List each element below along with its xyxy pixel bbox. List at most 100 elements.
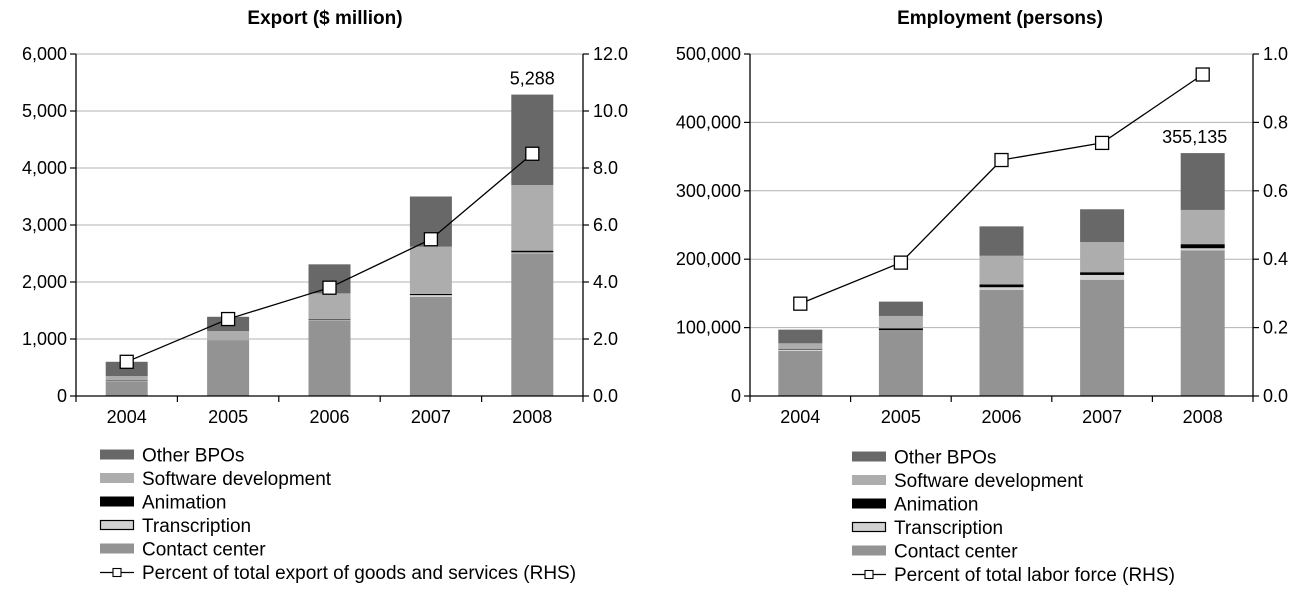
y2-tick-label: 6.0 [593, 215, 618, 235]
legend-swatch-marker [864, 569, 874, 580]
line-marker [1195, 67, 1210, 82]
bar-segment [1080, 209, 1125, 243]
x-tick-label: 2008 [512, 407, 552, 427]
x-tick-label: 2005 [881, 407, 921, 427]
x-tick-label: 2004 [107, 407, 147, 427]
x-tick-label: 2007 [411, 407, 451, 427]
x-tick-label: 2005 [208, 407, 248, 427]
legend-swatch [852, 545, 886, 556]
bar-segment [1180, 153, 1225, 210]
bar-segment [979, 289, 1024, 396]
bar-segment [1180, 248, 1225, 251]
x-tick-label: 2004 [780, 407, 820, 427]
bar-segment [105, 376, 148, 381]
bar-segment [1180, 209, 1225, 245]
export-chart: Export ($ million) 0 1,000 2,000 3,000 4,000… [22, 8, 628, 584]
bar-segment [511, 250, 554, 253]
y2-tick-label: 0.0 [593, 386, 618, 406]
x-tick-label: 2007 [1082, 407, 1122, 427]
y2-tick-label: 8.0 [593, 158, 618, 178]
y2-tick-label: 0.2 [1263, 318, 1288, 338]
bar-segment [207, 341, 250, 396]
y-tick-label: 2,000 [22, 272, 67, 292]
bar-segment [979, 255, 1024, 285]
line-marker [994, 152, 1009, 168]
y-tick-label: 3,000 [22, 215, 67, 235]
legend-swatch [100, 496, 134, 507]
bar-segment [105, 380, 148, 382]
bar-segment [511, 94, 554, 186]
bar-segment [1180, 244, 1225, 249]
y-tick-label: 5,000 [22, 101, 67, 121]
bar-segment [878, 315, 923, 329]
line-marker [1094, 135, 1110, 151]
legend-label: Percent of total export of goods and ser… [142, 563, 576, 584]
y-tick-label: 200,000 [676, 249, 741, 269]
bar-segment [207, 341, 250, 342]
bar-segment [778, 348, 823, 350]
bar-segment [409, 246, 452, 294]
legend-swatch [852, 498, 886, 509]
line-marker [525, 146, 540, 161]
employment-chart: Employment (persons) 0 100,000 200,000 300,… [676, 8, 1288, 586]
data-label: 5,288 [510, 69, 555, 89]
bar-segment [511, 185, 554, 251]
bar-segment [1080, 279, 1125, 396]
y2-tick-label: 2.0 [593, 329, 618, 349]
legend-label: Contact center [894, 542, 1018, 563]
legend-swatch [99, 519, 135, 531]
bar-segment [878, 301, 923, 316]
bar-segment [878, 331, 923, 396]
legend-label: Software development [894, 471, 1084, 492]
line-marker [423, 232, 439, 247]
y-tick-label: 4,000 [22, 158, 67, 178]
line-marker [119, 354, 134, 369]
bar-segment [409, 293, 452, 296]
bar-segment [105, 381, 148, 396]
data-label: 355,135 [1162, 127, 1227, 147]
bar-segment [778, 343, 823, 349]
bar-segment [1080, 242, 1125, 273]
y-tick-label: 100,000 [676, 318, 741, 338]
bar-segment [409, 296, 452, 396]
legend-swatch [100, 473, 134, 483]
x-tick-label: 2008 [1183, 407, 1223, 427]
y-tick-label: 400,000 [676, 112, 741, 132]
y-tick-label: 6,000 [22, 44, 67, 64]
legend-swatch [852, 451, 886, 462]
chart-title: Export ($ million) [247, 8, 402, 29]
bar-segment [308, 319, 351, 321]
y2-tick-label: 12.0 [593, 44, 628, 64]
line-marker [793, 296, 808, 311]
legend-label: Percent of total labor force (RHS) [894, 565, 1175, 586]
chart-title: Employment (persons) [897, 8, 1103, 29]
y-tick-label: 0 [731, 386, 741, 406]
x-tick-label: 2006 [309, 407, 349, 427]
bar-segment [511, 253, 554, 396]
bar-segment [1080, 272, 1125, 275]
bar-segment [878, 330, 923, 332]
legend-label: Other BPOs [142, 446, 244, 467]
bar-segment [1080, 274, 1125, 280]
x-tick-label: 2006 [981, 407, 1021, 427]
line-marker [322, 280, 337, 295]
bar-segment [878, 328, 923, 331]
legend-label: Other BPOs [894, 448, 996, 469]
legend-swatch-marker [112, 567, 122, 578]
bar-segment [778, 329, 823, 344]
legend-swatch [100, 449, 134, 460]
y-tick-label: 1,000 [22, 329, 67, 349]
bar-segment [308, 293, 351, 320]
bar-segment [1180, 250, 1225, 396]
bar-segment [511, 252, 554, 254]
bar-segment [979, 284, 1024, 288]
y2-tick-label: 0.4 [1263, 249, 1288, 269]
y-tick-label: 300,000 [676, 181, 741, 201]
y2-tick-label: 4.0 [593, 272, 618, 292]
legend-swatch [100, 543, 134, 554]
legend-label: Software development [142, 469, 332, 490]
y-tick-label: 500,000 [676, 44, 741, 64]
legend-swatch [851, 521, 887, 533]
legend-label: Animation [142, 493, 227, 514]
